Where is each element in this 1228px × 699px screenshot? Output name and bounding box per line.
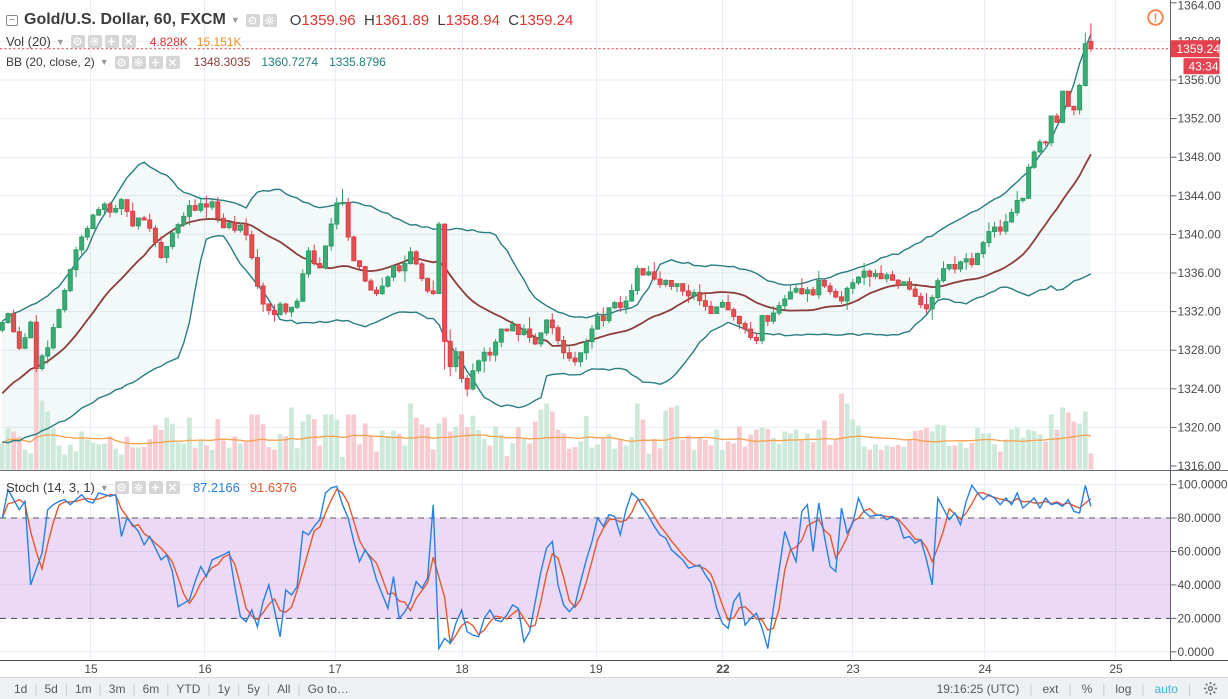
svg-text:25: 25 xyxy=(1109,662,1123,676)
svg-text:1332.00: 1332.00 xyxy=(1178,305,1222,319)
svg-text:1340.00: 1340.00 xyxy=(1178,227,1222,241)
svg-text:1356.00: 1356.00 xyxy=(1178,73,1222,87)
svg-text:40.0000: 40.0000 xyxy=(1178,578,1222,592)
svg-text:15: 15 xyxy=(84,662,98,676)
svg-text:1359.24: 1359.24 xyxy=(1177,42,1221,56)
svg-text:1336.00: 1336.00 xyxy=(1178,266,1222,280)
svg-text:1364.00: 1364.00 xyxy=(1178,0,1222,13)
svg-text:43:34: 43:34 xyxy=(1189,60,1219,74)
svg-text:1324.00: 1324.00 xyxy=(1178,382,1222,396)
svg-text:!: ! xyxy=(1154,11,1158,25)
svg-text:18: 18 xyxy=(455,662,469,676)
svg-text:1320.00: 1320.00 xyxy=(1178,420,1222,434)
svg-text:100.0000: 100.0000 xyxy=(1178,478,1228,492)
svg-text:22: 22 xyxy=(716,662,730,676)
svg-text:20.0000: 20.0000 xyxy=(1178,611,1222,625)
svg-text:1328.00: 1328.00 xyxy=(1178,343,1222,357)
svg-text:80.0000: 80.0000 xyxy=(1178,511,1222,525)
svg-text:60.0000: 60.0000 xyxy=(1178,545,1222,559)
svg-text:1348.00: 1348.00 xyxy=(1178,150,1222,164)
svg-text:19: 19 xyxy=(589,662,603,676)
svg-text:23: 23 xyxy=(846,662,860,676)
svg-text:1344.00: 1344.00 xyxy=(1178,189,1222,203)
svg-text:1316.00: 1316.00 xyxy=(1178,459,1222,473)
svg-text:1352.00: 1352.00 xyxy=(1178,112,1222,126)
svg-text:24: 24 xyxy=(978,662,992,676)
svg-text:17: 17 xyxy=(328,662,342,676)
svg-text:16: 16 xyxy=(198,662,212,676)
svg-text:0.0000: 0.0000 xyxy=(1178,645,1215,659)
